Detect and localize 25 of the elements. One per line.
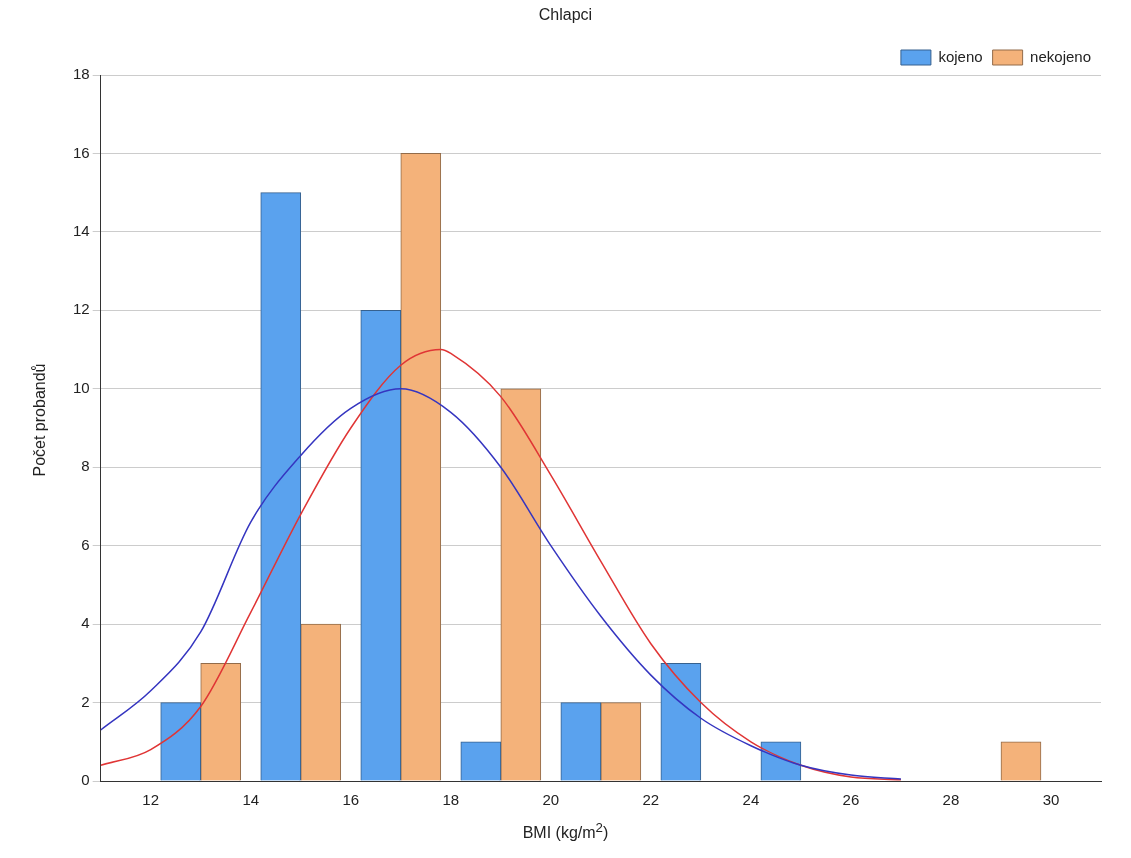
y-tick-label: 14 [73, 222, 90, 240]
x-tick-label: 22 [642, 791, 660, 809]
x-tick-label: 16 [342, 791, 360, 809]
chart-title: Chlapci [537, 6, 594, 24]
y-tick-label: 4 [81, 614, 90, 632]
x-tick-label: 26 [842, 791, 860, 809]
y-tick-label: 12 [73, 300, 90, 318]
legend-label: nekojeno [1030, 47, 1091, 65]
y-tick-label: 16 [73, 143, 90, 161]
y-axis-title: Počet probandů [31, 363, 49, 477]
x-tick-label: 24 [742, 791, 760, 809]
x-tick-label: 14 [242, 791, 260, 809]
y-tick-label: 6 [81, 535, 90, 553]
x-tick-label: 30 [1042, 791, 1060, 809]
x-tick-label: 18 [442, 791, 460, 809]
x-tick-label: 20 [542, 791, 560, 809]
y-tick-label: 0 [81, 771, 90, 789]
legend-label: kojeno [938, 47, 983, 65]
y-tick-label: 2 [81, 692, 90, 710]
x-tick-label: 28 [942, 791, 960, 809]
y-tick-label: 18 [73, 65, 90, 83]
x-tick-label: 12 [142, 791, 160, 809]
y-tick-label: 8 [81, 457, 90, 475]
y-tick-label: 10 [73, 378, 90, 396]
x-axis-title: BMI (kg/m$^{2}$) [521, 820, 610, 843]
